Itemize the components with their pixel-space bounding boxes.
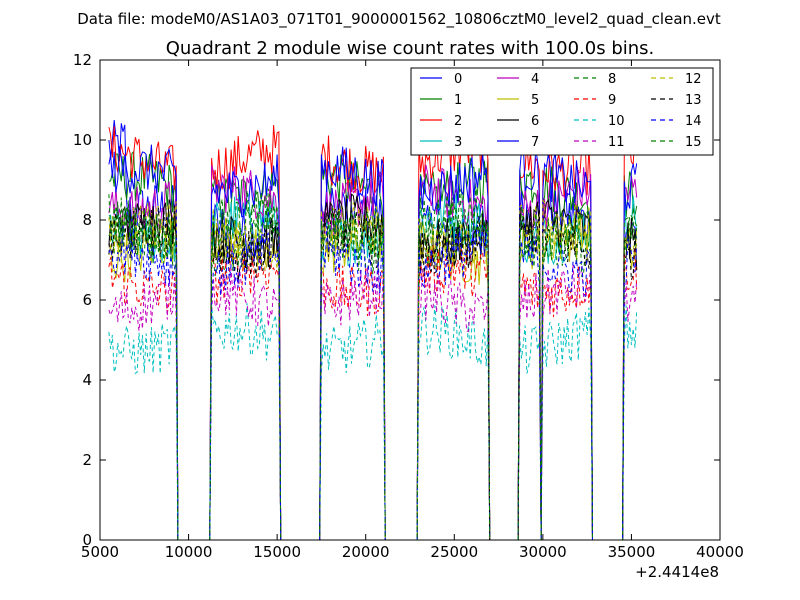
x-offset-label: +2.4414e8 (635, 563, 719, 581)
x-tick-label: 40000 (696, 543, 744, 561)
x-tick-label: 30000 (519, 543, 567, 561)
x-tick-label: 5000 (81, 543, 119, 561)
legend-label-12: 12 (685, 72, 702, 87)
legend-label-10: 10 (608, 114, 625, 129)
axis-layer: 5000 10000 15000 20000 25000 30000 35000 40000 0… (73, 51, 744, 561)
legend-label-3: 3 (454, 135, 462, 150)
y-tick-label: 6 (82, 291, 92, 309)
y-tick-label: 4 (82, 371, 92, 389)
x-tick-label: 25000 (430, 543, 478, 561)
series-line-8 (108, 205, 638, 541)
series-line-13 (108, 207, 638, 541)
legend-label-9: 9 (608, 93, 616, 108)
y-tick-label: 8 (82, 211, 92, 229)
y-tick-label: 12 (73, 51, 92, 69)
series-line-10 (108, 303, 638, 541)
legend-label-5: 5 (531, 93, 539, 108)
chart-title: Quadrant 2 module wise count rates with … (166, 38, 655, 59)
legend-label-15: 15 (685, 135, 702, 150)
y-tick-label: 2 (82, 451, 92, 469)
x-tick-label: 20000 (342, 543, 390, 561)
x-tick-label: 15000 (253, 543, 301, 561)
series-layer (108, 120, 638, 541)
series-line-5 (108, 211, 638, 541)
legend-label-7: 7 (531, 135, 539, 150)
data-file-title: Data file: modeM0/AS1A03_071T01_90000015… (77, 10, 721, 29)
legend-label-4: 4 (531, 72, 539, 87)
legend-label-13: 13 (685, 93, 702, 108)
x-tick-label: 35000 (608, 543, 656, 561)
series-line-11 (108, 263, 638, 541)
legend-label-2: 2 (454, 114, 462, 129)
legend-label-8: 8 (608, 72, 616, 87)
x-tick-label: 10000 (165, 543, 213, 561)
legend-label-1: 1 (454, 93, 462, 108)
legend-label-11: 11 (608, 135, 625, 150)
legend-label-6: 6 (531, 114, 539, 129)
legend-label-0: 0 (454, 72, 462, 87)
y-tick-label: 0 (82, 531, 92, 549)
legend-label-14: 14 (685, 114, 702, 129)
y-tick-label: 10 (73, 131, 92, 149)
